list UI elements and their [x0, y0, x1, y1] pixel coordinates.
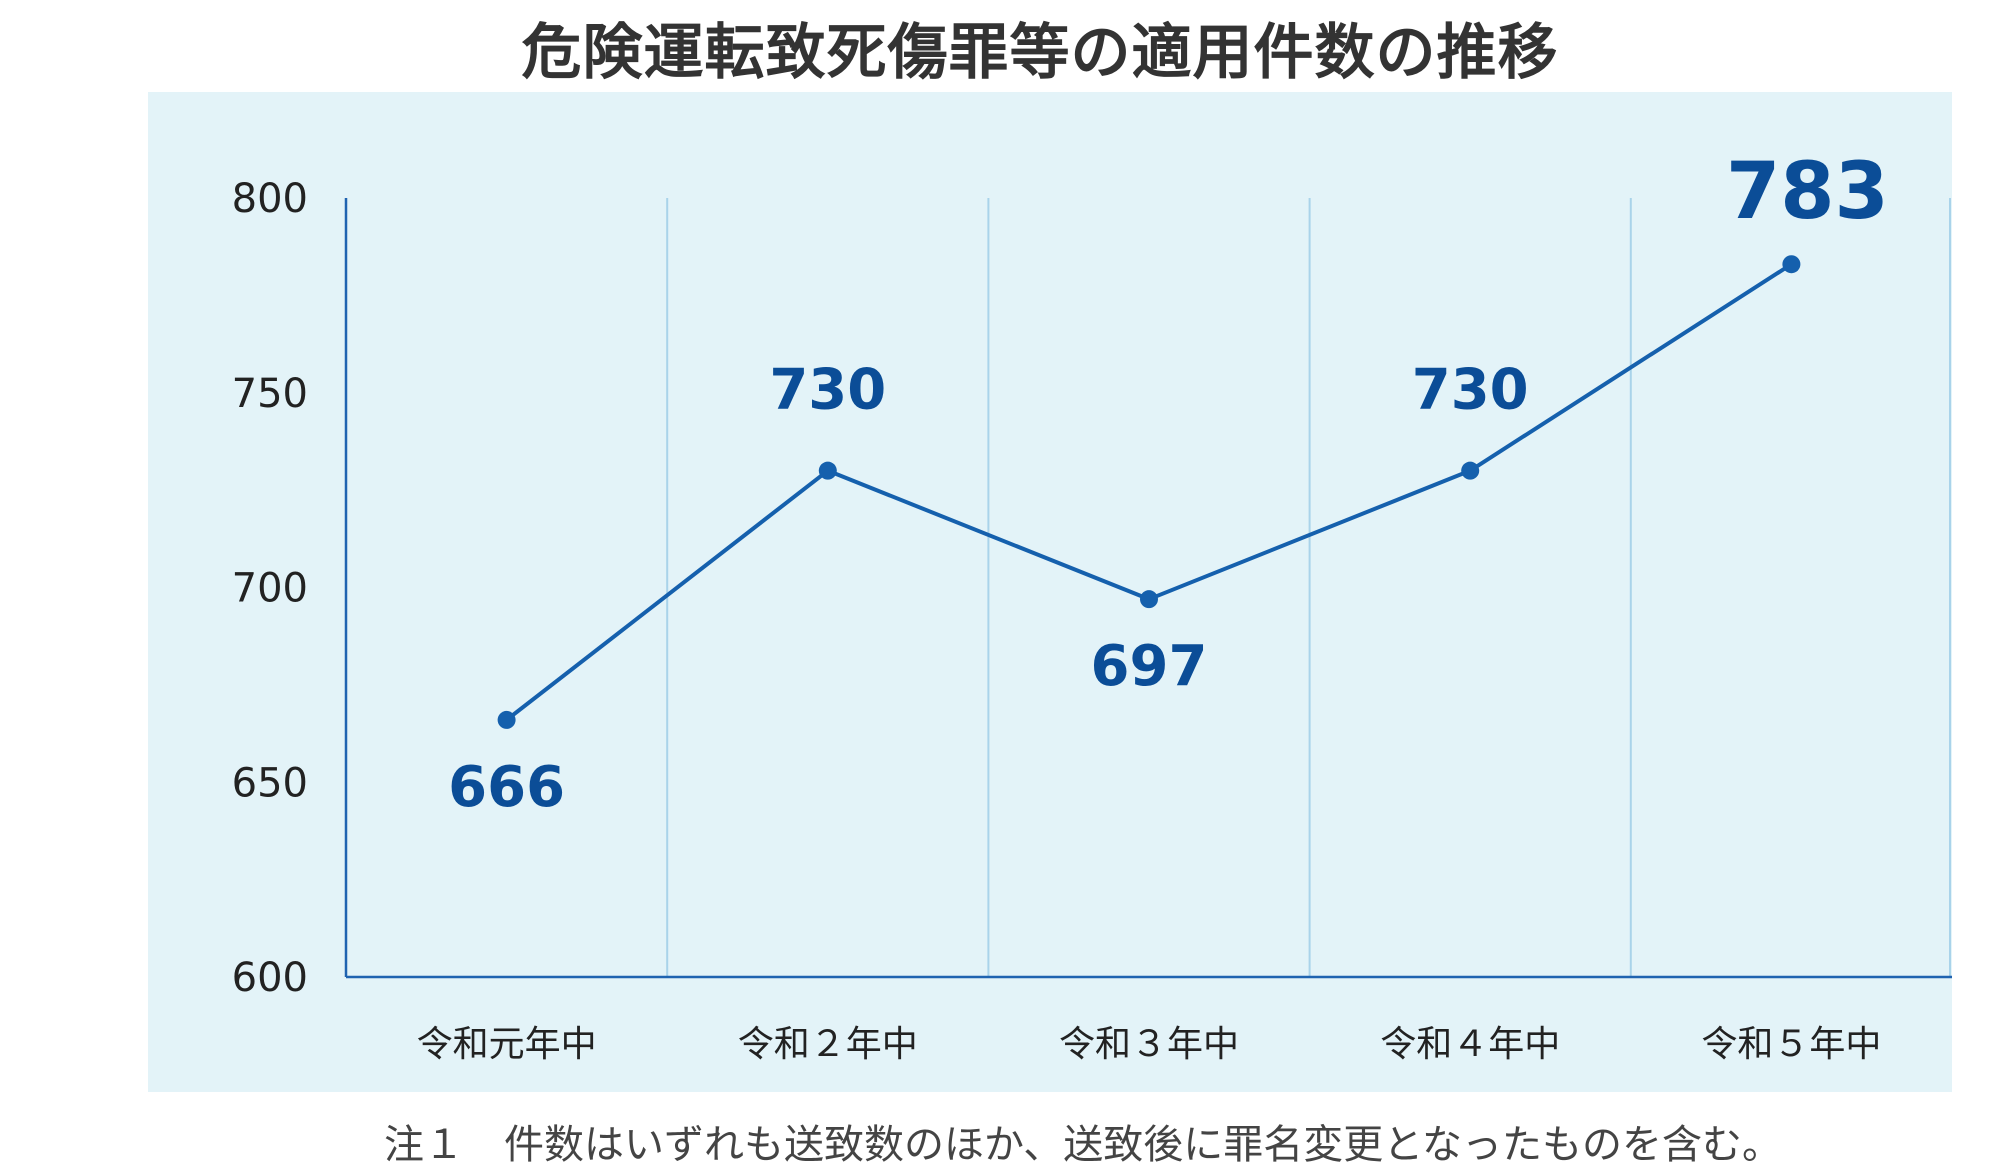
footnote: 注１ 件数はいずれも送致数のほか、送致後に罪名変更となったものを含む。: [384, 1122, 1782, 1168]
y-tick-label: 800: [232, 176, 308, 222]
x-tick-labels: 令和元年中 令和２年中 令和３年中 令和４年中 令和５年中: [417, 1024, 1882, 1065]
y-tick-label: 650: [232, 760, 308, 806]
y-tick-label: 700: [232, 566, 308, 612]
y-tick-label: 750: [232, 371, 308, 417]
chart-title: 危険運転致死傷罪等の適用件数の推移: [521, 18, 1559, 88]
data-label: 730: [1412, 358, 1529, 423]
data-point: [1461, 461, 1480, 480]
plot-background: [148, 92, 1952, 1092]
x-tick-label: 令和５年中: [1701, 1024, 1881, 1065]
data-point: [1140, 590, 1158, 609]
x-tick-label: 令和３年中: [1059, 1024, 1239, 1065]
y-tick-labels: 600 650 700 750 800: [232, 176, 308, 1001]
x-tick-label: 令和４年中: [1380, 1024, 1560, 1065]
data-label: 783: [1726, 147, 1889, 237]
data-point: [497, 710, 516, 729]
x-tick-label: 令和２年中: [738, 1024, 918, 1065]
gridlines: [666, 198, 1951, 977]
data-point: [818, 461, 837, 480]
data-point: [1782, 255, 1801, 274]
chart-panel: 600 650 700 750 800 令和元年中 令和２年中 令和３年中 令和４年中 令和５年…: [148, 92, 1952, 1092]
data-label: 730: [769, 358, 886, 423]
data-label: 697: [1091, 634, 1208, 699]
data-label: 666: [448, 755, 565, 820]
data-points: [497, 255, 1801, 729]
y-tick-label: 600: [232, 955, 308, 1001]
x-tick-label: 令和元年中: [417, 1024, 597, 1065]
data-labels: 666 730 697 730 783: [448, 147, 1889, 820]
axes: [344, 198, 1952, 979]
